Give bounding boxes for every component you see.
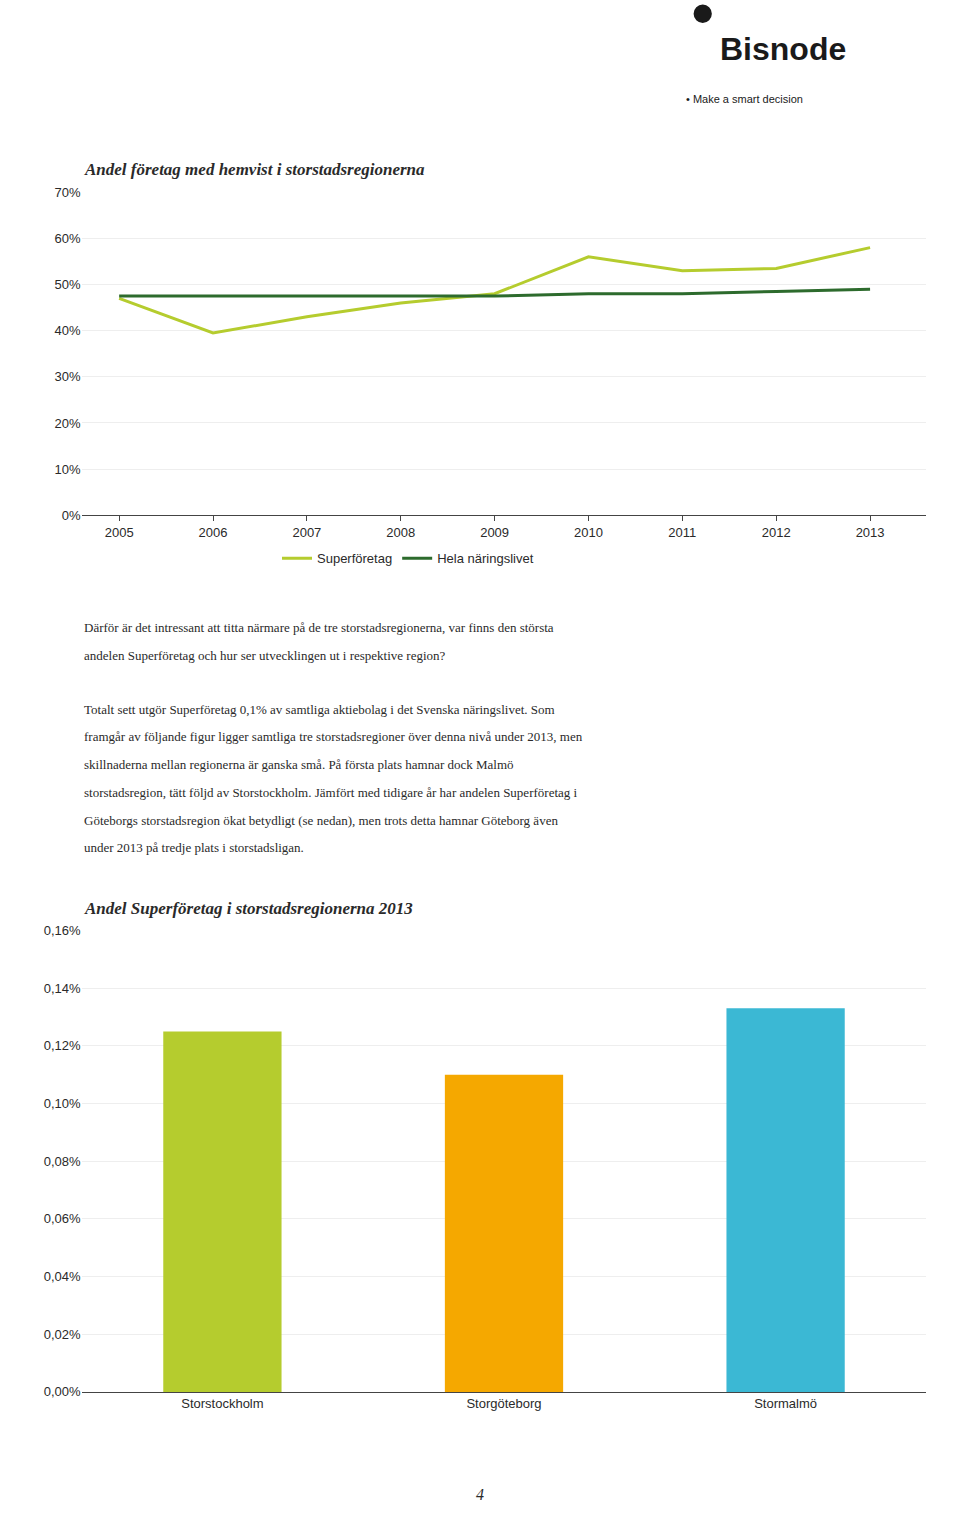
svg-text:2010: 2010	[574, 525, 603, 540]
svg-text:Storgöteborg: Storgöteborg	[466, 1396, 541, 1411]
svg-text:2007: 2007	[292, 525, 321, 540]
svg-text:0,02%: 0,02%	[44, 1327, 81, 1342]
svg-text:20%: 20%	[55, 416, 81, 431]
svg-text:storstadsregion, tätt följd av: storstadsregion, tätt följd av Storstock…	[84, 785, 578, 800]
svg-text:70%: 70%	[55, 185, 81, 200]
svg-text:Andel Superföretag i storstads: Andel Superföretag i storstadsregionerna…	[84, 899, 413, 918]
svg-text:2005: 2005	[105, 525, 134, 540]
svg-text:60%: 60%	[55, 231, 81, 246]
svg-text:Storstockholm: Storstockholm	[181, 1396, 263, 1411]
svg-text:0,08%: 0,08%	[44, 1154, 81, 1169]
svg-text:0,12%: 0,12%	[44, 1038, 81, 1053]
svg-text:Göteborgs storstadsregion ökat: Göteborgs storstadsregion ökat betydligt…	[84, 813, 558, 828]
svg-text:framgår av följande figur ligg: framgår av följande figur ligger samtlig…	[84, 729, 583, 744]
svg-text:andelen Superföretag och hur s: andelen Superföretag och hur ser utveckl…	[84, 648, 446, 663]
svg-text:Bisnode: Bisnode	[720, 31, 846, 67]
svg-text:• Make a smart decision: • Make a smart decision	[686, 93, 803, 105]
svg-text:30%: 30%	[55, 369, 81, 384]
svg-text:Därför är det intressant att t: Därför är det intressant att titta närma…	[84, 620, 554, 635]
svg-text:0,04%: 0,04%	[44, 1269, 81, 1284]
svg-text:0,16%: 0,16%	[44, 923, 81, 938]
svg-text:0,00%: 0,00%	[44, 1384, 81, 1399]
svg-text:10%: 10%	[55, 462, 81, 477]
svg-text:Totalt sett utgör Superföretag: Totalt sett utgör Superföretag 0,1% av s…	[84, 702, 555, 717]
svg-text:0%: 0%	[62, 508, 81, 523]
svg-text:0,06%: 0,06%	[44, 1211, 81, 1226]
svg-text:2008: 2008	[386, 525, 415, 540]
svg-text:4: 4	[476, 1486, 484, 1503]
svg-text:2011: 2011	[668, 525, 696, 540]
svg-text:2006: 2006	[199, 525, 228, 540]
svg-text:under 2013 på tredje plats i s: under 2013 på tredje plats i storstadsli…	[84, 840, 304, 855]
svg-text:Hela näringslivet: Hela näringslivet	[437, 551, 533, 566]
svg-text:40%: 40%	[55, 323, 81, 338]
svg-text:2013: 2013	[856, 525, 885, 540]
svg-text:2009: 2009	[480, 525, 509, 540]
svg-text:Andel företag med hemvist i st: Andel företag med hemvist i storstadsreg…	[84, 160, 425, 179]
svg-text:Superföretag: Superföretag	[317, 551, 392, 566]
svg-text:Stormalmö: Stormalmö	[754, 1396, 817, 1411]
svg-text:skillnaderna mellan regionerna: skillnaderna mellan regionerna är ganska…	[84, 757, 514, 772]
svg-text:2012: 2012	[762, 525, 791, 540]
svg-text:50%: 50%	[55, 277, 81, 292]
svg-text:0,10%: 0,10%	[44, 1096, 81, 1111]
svg-text:0,14%: 0,14%	[44, 981, 81, 996]
